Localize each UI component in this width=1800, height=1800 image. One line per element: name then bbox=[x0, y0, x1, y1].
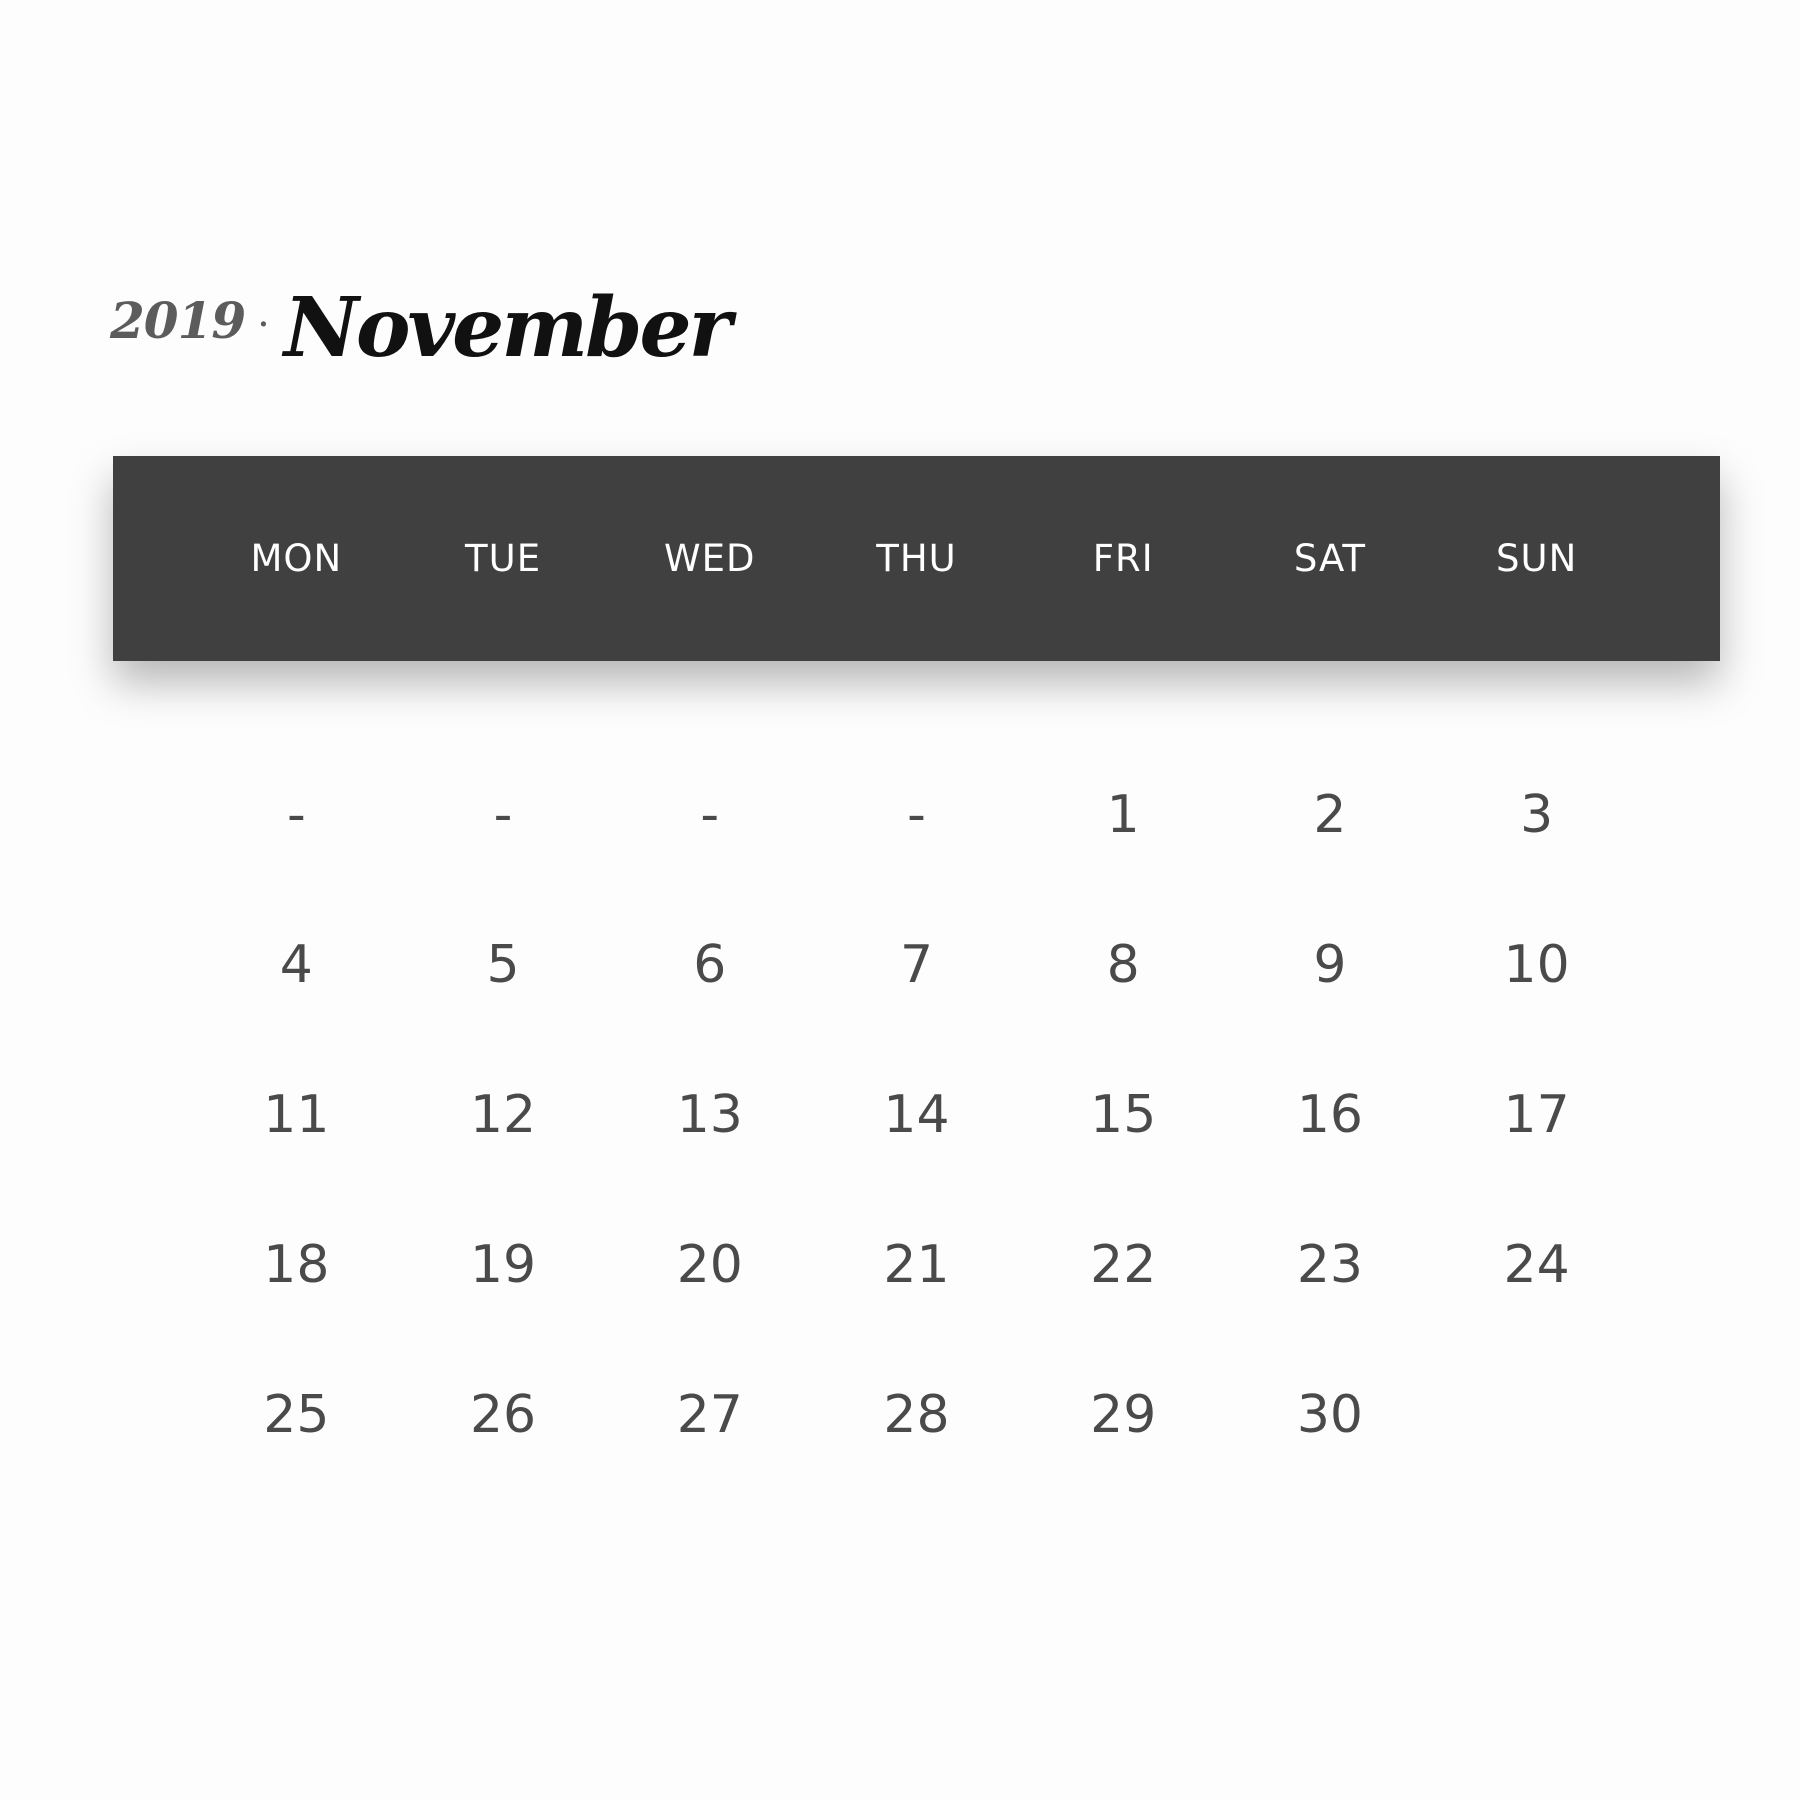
month-label: November bbox=[283, 280, 732, 376]
day-cell: 30 bbox=[1296, 1385, 1363, 1445]
weekday-fri: FRI bbox=[1092, 537, 1154, 580]
day-cell: 9 bbox=[1313, 935, 1347, 995]
calendar-title: 2019 · November bbox=[110, 280, 732, 400]
day-cell: 5 bbox=[486, 935, 520, 995]
day-cell: 7 bbox=[899, 935, 934, 995]
day-cell: - bbox=[700, 785, 720, 845]
day-cell: 15 bbox=[1090, 1085, 1157, 1145]
day-cell: 4 bbox=[279, 935, 313, 995]
title-separator: · bbox=[257, 302, 270, 348]
day-cell: 27 bbox=[676, 1385, 743, 1445]
day-cell: 2 bbox=[1313, 785, 1347, 845]
weekday-header-bar: MON TUE WED THU FRI SAT SUN bbox=[113, 456, 1720, 661]
day-cell: 25 bbox=[263, 1385, 330, 1445]
day-cell: 3 bbox=[1520, 785, 1554, 845]
weekday-tue: TUE bbox=[465, 537, 542, 580]
year-label: 2019 bbox=[110, 291, 246, 350]
day-cell: 10 bbox=[1503, 935, 1570, 995]
weekday-mon: MON bbox=[250, 537, 343, 580]
day-cell: 12 bbox=[469, 1085, 537, 1145]
weekday-wed: WED bbox=[664, 537, 756, 580]
day-cell: 23 bbox=[1296, 1235, 1363, 1295]
day-cell: 18 bbox=[263, 1235, 330, 1295]
day-cell: 1 bbox=[1106, 785, 1140, 845]
day-cell: 28 bbox=[883, 1385, 950, 1445]
day-cell: - bbox=[907, 785, 926, 845]
day-cell: 21 bbox=[883, 1235, 950, 1295]
day-cell: 29 bbox=[1090, 1385, 1157, 1445]
day-cell: 17 bbox=[1503, 1085, 1570, 1145]
days-grid: - - - - 1 2 3 4 5 6 7 8 9 10 11 12 13 14… bbox=[193, 755, 1640, 1505]
day-cell: 26 bbox=[469, 1385, 537, 1445]
day-cell: - bbox=[286, 785, 306, 845]
day-cell: 11 bbox=[263, 1085, 330, 1145]
day-cell: 19 bbox=[469, 1235, 537, 1295]
day-cell: 20 bbox=[676, 1235, 743, 1295]
day-cell: 16 bbox=[1296, 1085, 1363, 1145]
weekday-sat: SAT bbox=[1293, 537, 1367, 580]
day-cell: 22 bbox=[1090, 1235, 1157, 1295]
day-cell: 13 bbox=[676, 1085, 743, 1145]
day-cell: - bbox=[493, 785, 513, 845]
weekday-sun: SUN bbox=[1496, 537, 1578, 580]
day-cell: 14 bbox=[883, 1085, 950, 1145]
day-cell: 8 bbox=[1106, 935, 1140, 995]
day-cell bbox=[1433, 1355, 1640, 1505]
day-cell: 24 bbox=[1503, 1235, 1570, 1295]
day-cell: 6 bbox=[693, 935, 727, 995]
weekday-thu: THU bbox=[876, 537, 957, 580]
